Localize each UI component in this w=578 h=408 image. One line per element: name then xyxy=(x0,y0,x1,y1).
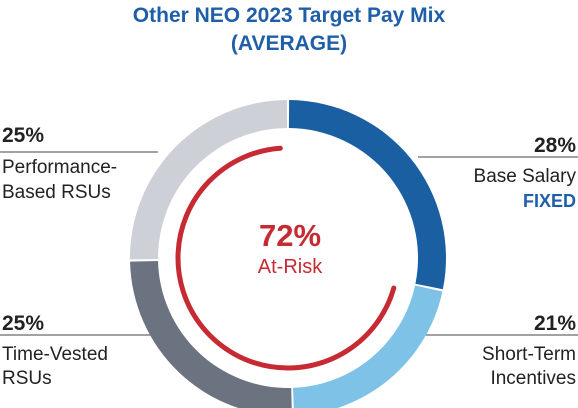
at-risk-percent: 72% xyxy=(258,218,322,253)
fixed-tag: FIXED xyxy=(522,191,576,211)
base-salary-label: Base Salary xyxy=(473,166,576,187)
performance-label-line1: Performance- xyxy=(2,157,118,178)
time-vested-percent: 25% xyxy=(2,312,45,335)
short-term-label-line2: Incentives xyxy=(490,368,576,389)
donut-slice-performance-based-rsus xyxy=(130,100,288,260)
donut-slice-short-term-incentives xyxy=(293,285,443,408)
performance-label-line2: Based RSUs xyxy=(2,182,111,203)
chart-subtitle: (AVERAGE) xyxy=(230,32,348,55)
short-term-label-line1: Short-Term xyxy=(482,344,576,365)
time-vested-label-line2: RSUs xyxy=(2,368,52,389)
short-term-percent: 21% xyxy=(533,312,576,335)
time-vested-label-line1: Time-Vested xyxy=(2,344,108,365)
at-risk-arc xyxy=(175,145,397,371)
at-risk-label: At-Risk xyxy=(257,256,323,278)
base-salary-percent: 28% xyxy=(533,134,576,157)
donut-slice-base-salary xyxy=(288,100,446,290)
donut-slice-time-vested-rsus xyxy=(130,260,292,408)
chart-title: Other NEO 2023 Target Pay Mix xyxy=(132,4,446,27)
performance-percent: 25% xyxy=(2,124,45,147)
